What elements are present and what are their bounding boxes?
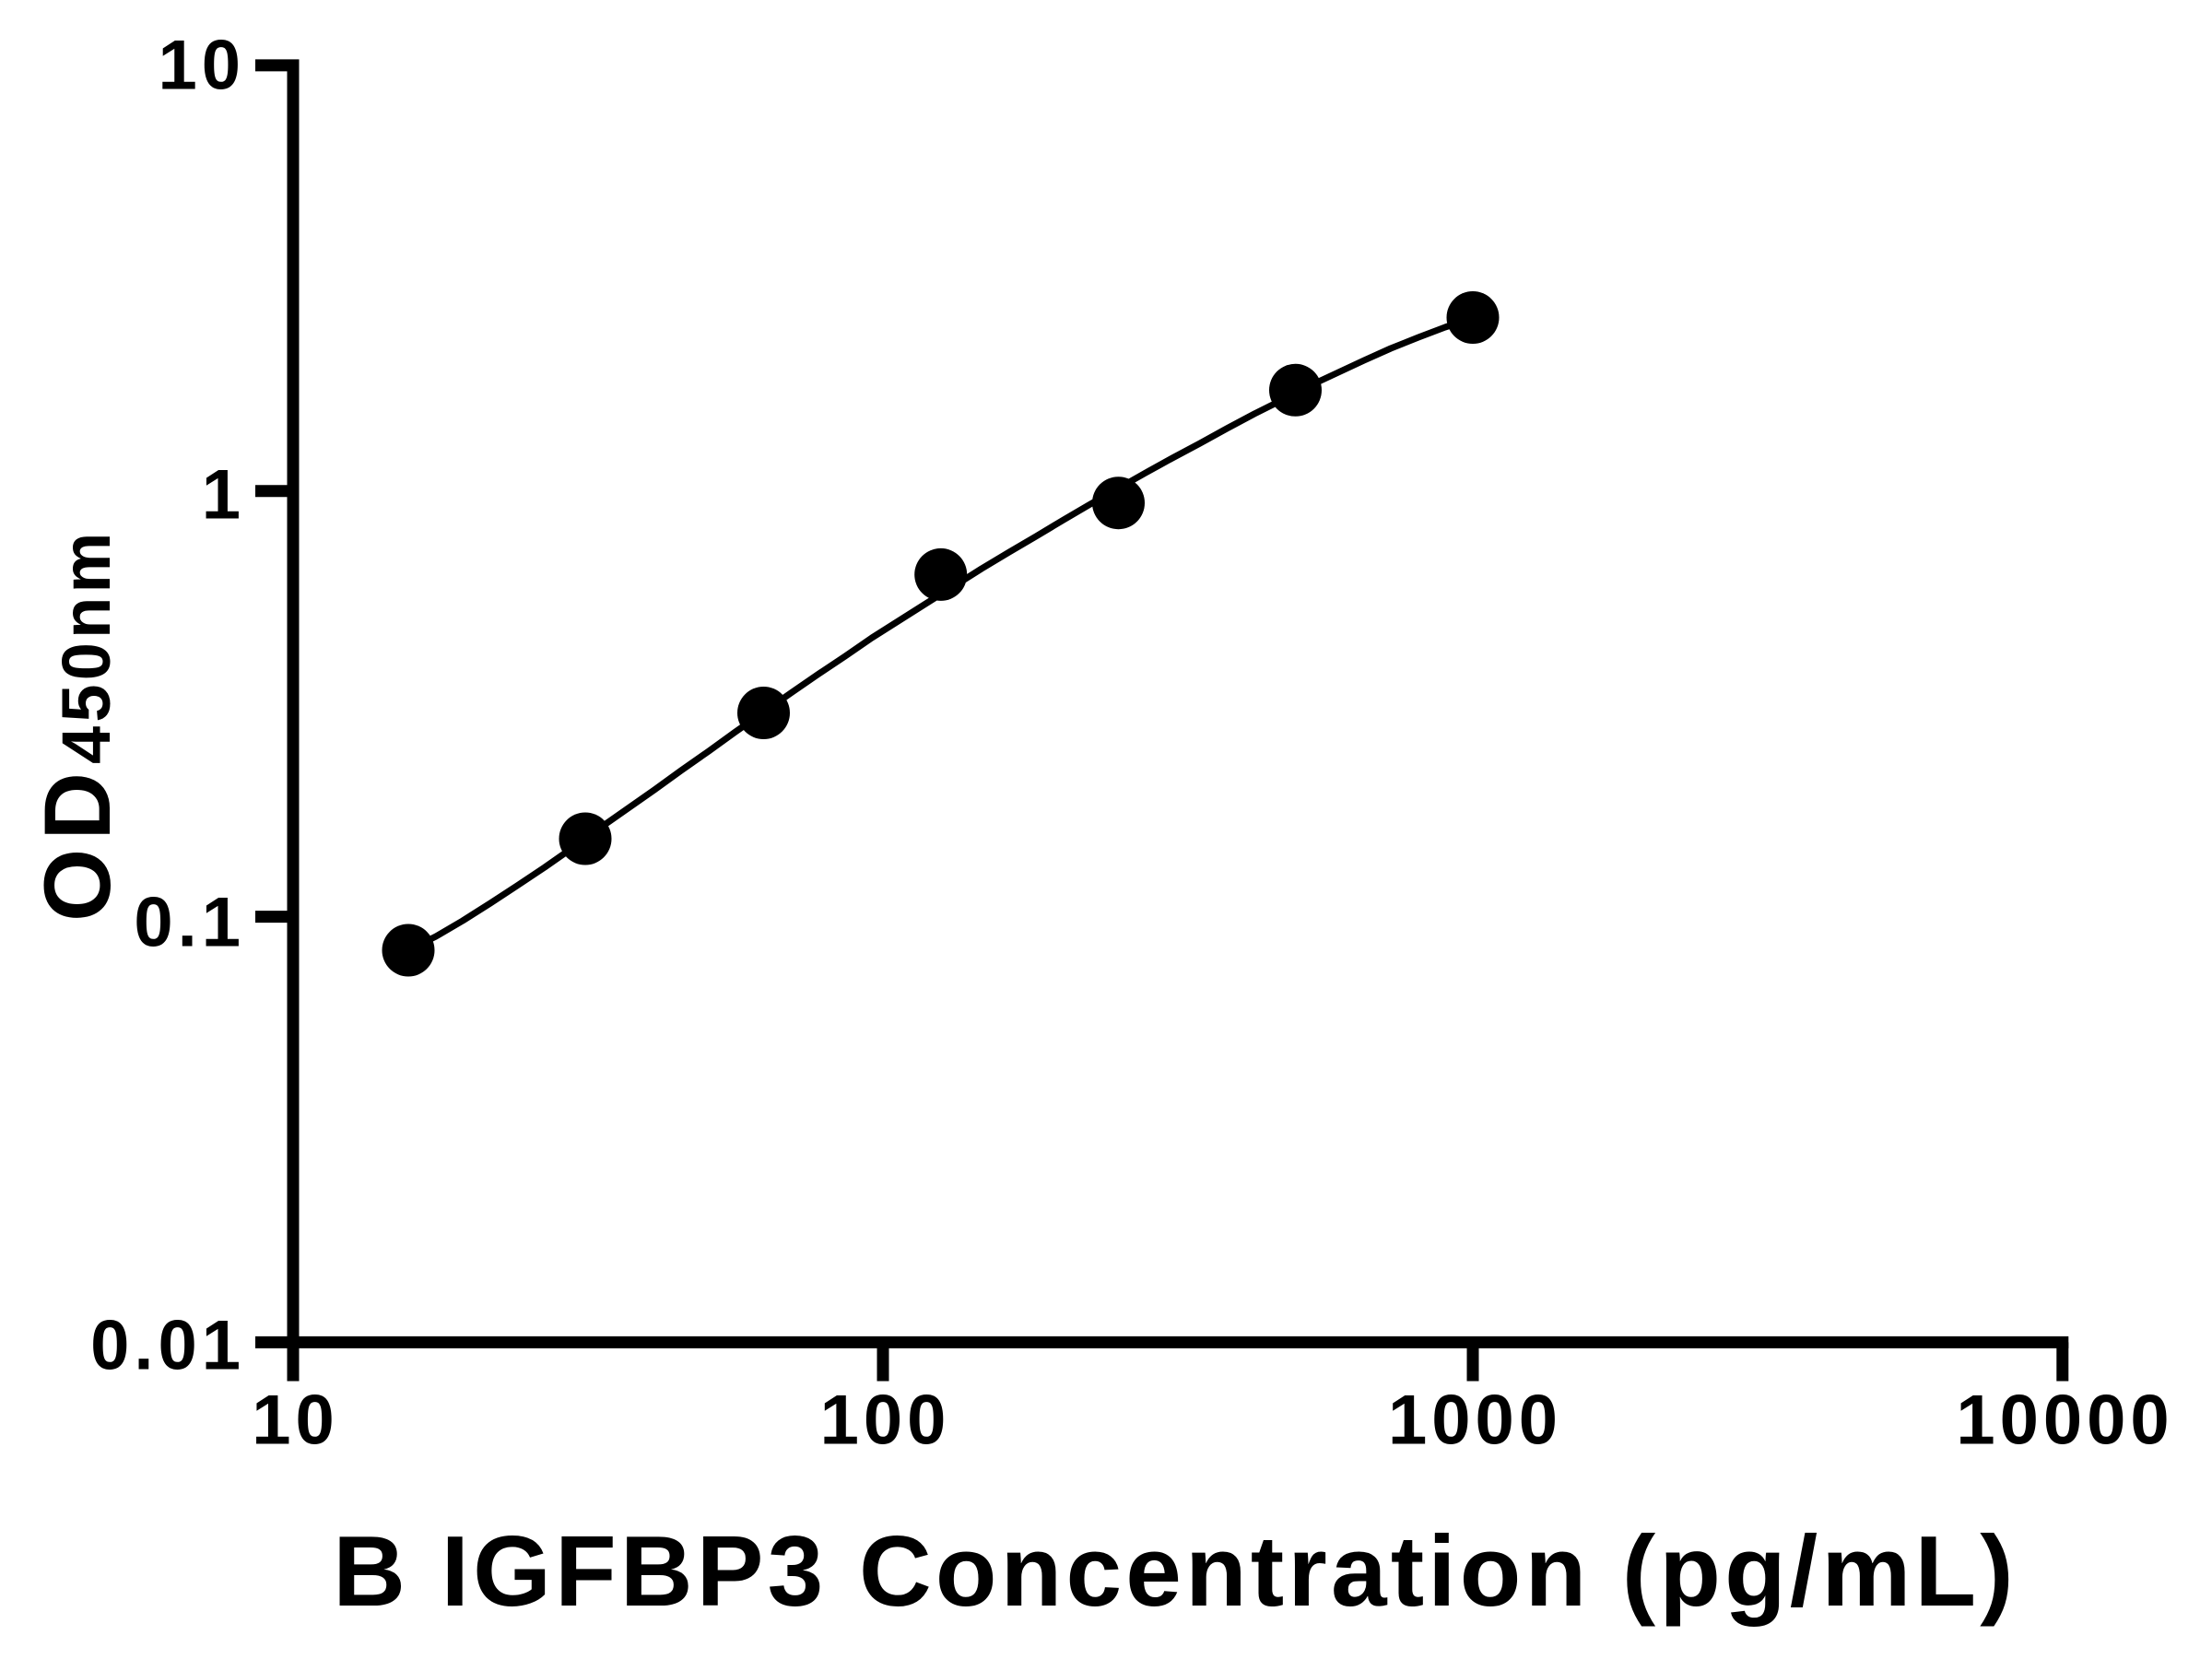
svg-text:0.1: 0.1 bbox=[134, 884, 245, 962]
svg-text:0.01: 0.01 bbox=[90, 1307, 245, 1385]
svg-text:1: 1 bbox=[202, 456, 245, 535]
svg-text:10000: 10000 bbox=[1956, 1382, 2173, 1460]
svg-text:10: 10 bbox=[252, 1382, 339, 1460]
svg-text:B IGFBP3 Concentration (pg/mL): B IGFBP3 Concentration (pg/mL) bbox=[333, 1515, 2018, 1628]
svg-text:10: 10 bbox=[158, 27, 245, 105]
svg-text:100: 100 bbox=[820, 1382, 951, 1460]
svg-text:1000: 1000 bbox=[1388, 1382, 1562, 1460]
